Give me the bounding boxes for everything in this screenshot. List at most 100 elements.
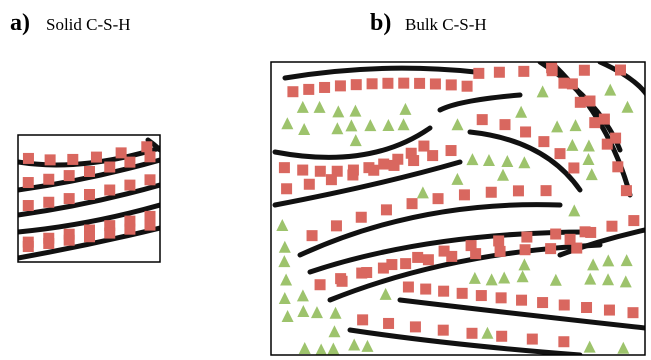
water-triangle: [501, 155, 513, 167]
ion-square: [407, 198, 418, 209]
water-triangle: [345, 119, 357, 131]
water-triangle: [364, 119, 376, 131]
layer-line: [18, 148, 160, 165]
panel-label: Solid C-S-H: [46, 15, 131, 34]
ion-square: [315, 166, 326, 177]
water-triangle: [361, 340, 373, 352]
ion-square: [351, 79, 362, 90]
ion-square: [541, 185, 552, 196]
ion-square: [43, 238, 54, 249]
ion-square: [521, 232, 532, 243]
ion-square: [433, 193, 444, 204]
water-triangle: [617, 342, 629, 354]
ion-square: [410, 321, 421, 332]
ion-square: [627, 307, 638, 318]
ion-square: [383, 318, 394, 329]
ion-square: [585, 227, 596, 238]
water-triangle: [451, 173, 463, 185]
ion-square: [581, 302, 592, 313]
panel-a-content: [18, 140, 160, 258]
ion-square: [84, 231, 95, 242]
ion-square: [361, 267, 372, 278]
ion-square: [418, 141, 429, 152]
water-triangle: [551, 120, 563, 132]
water-triangle: [297, 305, 309, 317]
ion-square: [104, 185, 115, 196]
water-triangle: [621, 254, 633, 266]
ion-square: [466, 328, 477, 339]
water-triangle: [276, 219, 288, 231]
ion-square: [279, 162, 290, 173]
ion-square: [23, 241, 34, 252]
water-triangle: [550, 274, 562, 286]
water-triangle: [282, 310, 294, 322]
panel-b-content: [275, 62, 650, 355]
water-triangle: [518, 156, 530, 168]
water-triangle: [537, 85, 549, 97]
ion-square: [462, 81, 473, 92]
ion-square: [141, 141, 152, 152]
water-triangle: [332, 105, 344, 117]
ion-square: [326, 174, 337, 185]
water-triangle: [622, 101, 634, 113]
ion-square: [23, 200, 34, 211]
ion-square: [357, 314, 368, 325]
water-triangle: [587, 258, 599, 270]
ion-square: [23, 153, 34, 164]
ion-square: [513, 185, 524, 196]
ion-square: [43, 197, 54, 208]
water-triangle: [298, 123, 310, 135]
ion-square: [612, 161, 623, 172]
ion-square: [144, 220, 155, 231]
ion-square: [124, 157, 135, 168]
ion-square: [545, 243, 556, 254]
water-triangle: [279, 292, 291, 304]
water-triangle: [280, 273, 292, 285]
ion-square: [602, 139, 613, 150]
ion-square: [104, 228, 115, 239]
ion-square: [493, 235, 504, 246]
water-triangle: [311, 306, 323, 318]
ion-square: [516, 295, 527, 306]
water-triangle: [398, 118, 410, 130]
ion-square: [565, 234, 576, 245]
ion-square: [579, 65, 590, 76]
ion-square: [558, 78, 569, 89]
ion-square: [520, 126, 531, 137]
ion-square: [439, 246, 450, 257]
water-triangle: [330, 307, 342, 319]
layer-line: [285, 68, 475, 78]
water-triangle: [278, 255, 290, 267]
water-triangle: [583, 140, 595, 152]
ion-square: [575, 97, 586, 108]
ion-square: [45, 154, 56, 165]
water-triangle: [584, 341, 596, 353]
ion-square: [496, 331, 507, 342]
ion-square: [423, 254, 434, 265]
water-triangle: [602, 273, 614, 285]
water-triangle: [486, 273, 498, 285]
layer-line: [440, 95, 520, 110]
water-triangle: [497, 169, 509, 181]
ion-square: [496, 292, 507, 303]
ion-square: [538, 136, 549, 147]
water-triangle: [350, 134, 362, 146]
water-triangle: [417, 186, 429, 198]
ion-square: [518, 66, 529, 77]
water-triangle: [328, 325, 340, 337]
water-triangle: [297, 289, 309, 301]
ion-square: [67, 154, 78, 165]
water-triangle: [586, 168, 598, 180]
water-triangle: [584, 273, 596, 285]
water-triangle: [515, 106, 527, 118]
ion-square: [494, 67, 505, 78]
ion-square: [64, 170, 75, 181]
ion-square: [427, 150, 438, 161]
ion-square: [438, 325, 449, 336]
water-triangle: [349, 105, 361, 117]
ion-square: [368, 165, 379, 176]
water-triangle: [452, 118, 464, 130]
ion-square: [546, 62, 557, 73]
ion-square: [459, 189, 470, 200]
water-triangle: [498, 271, 510, 283]
